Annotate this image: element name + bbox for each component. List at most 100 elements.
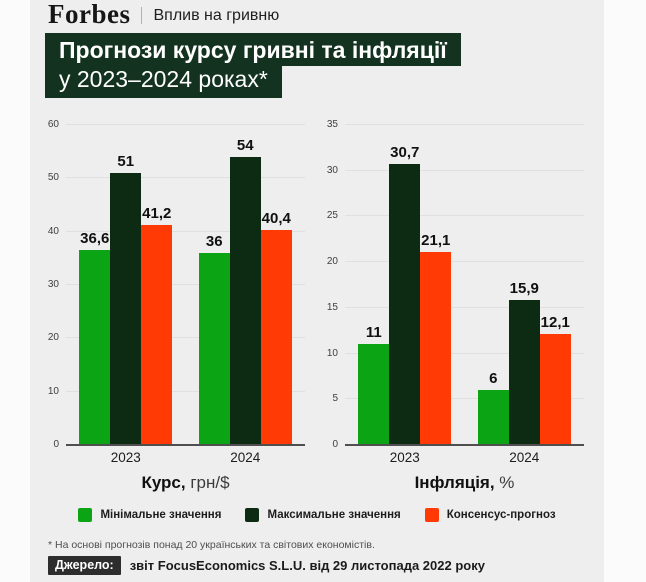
gridline (66, 337, 305, 339)
legend-swatch (78, 508, 93, 522)
chart-exchange-rate: 0 10 20 30 40 50 60 36,6 51 41,2 36 54 40,4 2023 202… (40, 120, 305, 493)
bar: 51 (110, 153, 142, 445)
infographic-card: Forbes Вплив на гривню Прогнози курсу гр… (30, 0, 604, 582)
bar-value-label: 15,9 (509, 279, 539, 297)
source-text: звіт FocusEconomics S.L.U. від 29 листоп… (129, 558, 485, 573)
y-tick-label: 10 (326, 347, 338, 359)
axis-title-bold: Інфляція, (414, 473, 495, 492)
bar: 12,1 (539, 314, 571, 445)
bar-value-label: 36,6 (80, 229, 110, 247)
bar: 6 (477, 370, 509, 445)
bar-value-label: 21,1 (421, 232, 451, 250)
chart-inflation: 0 5 10 15 20 25 30 35 11 30,7 21,1 6 15,9 12,1 2023 2… (319, 120, 584, 493)
x-category-label: 2023 (110, 450, 141, 465)
bar-value-label: 54 (236, 137, 254, 154)
x-axis-line (345, 444, 584, 446)
bar-group-2023: 36,6 51 41,2 (79, 153, 173, 445)
bar-value-label: 6 (489, 370, 498, 388)
bar: 30,7 (389, 144, 421, 445)
gridline (345, 306, 584, 308)
bar: 36 (198, 233, 230, 445)
gridline (345, 398, 584, 400)
x-axis-categories: 2023 2024 (66, 450, 305, 466)
x-category-label: 2024 (230, 450, 261, 465)
legend-swatch (424, 508, 439, 522)
masthead: Forbes Вплив на гривню (30, 0, 604, 26)
gridline (345, 215, 584, 217)
bar: 21,1 (420, 232, 452, 445)
bar-value-label: 41,2 (142, 205, 172, 223)
legend-label: Консенсус-прогноз (446, 509, 556, 521)
bar: 11 (358, 324, 390, 445)
bar: 41,2 (141, 205, 173, 445)
legend-item: Консенсус-прогноз (424, 508, 556, 522)
axis-title: Інфляція, % (345, 473, 584, 493)
page-title: Прогнози курсу гривні та інфляції у 2023… (45, 33, 604, 98)
bar-group-2024: 36 54 40,4 (198, 137, 292, 445)
legend-label: Максимальне значення (267, 509, 401, 521)
footnote: * На основі прогнозів понад 20 українськ… (48, 539, 375, 551)
legend-item: Мінімальне значення (78, 508, 221, 522)
gridline (66, 124, 305, 125)
forbes-logo: Forbes (48, 0, 131, 26)
bar: 40,4 (260, 210, 292, 445)
gridline (345, 169, 584, 171)
page-title-line-1: Прогнози курсу гривні та інфляції (45, 33, 461, 66)
bar-groups: 11 30,7 21,1 6 15,9 12,1 (345, 125, 584, 445)
bar-value-label: 11 (365, 324, 382, 342)
y-tick-label: 30 (326, 164, 338, 176)
source-row: Джерело: звіт FocusEconomics S.L.U. від … (48, 556, 604, 575)
x-category-label: 2024 (509, 450, 540, 465)
page-title-line-2: у 2023–2024 роках* (45, 65, 282, 98)
bar-value-label: 12,1 (540, 314, 570, 332)
charts-row: 0 10 20 30 40 50 60 36,6 51 41,2 36 54 40,4 2023 202… (30, 120, 604, 493)
axis-title-bold: Курс, (141, 473, 186, 492)
axis-title: Курс, грн/$ (66, 473, 305, 493)
masthead-section-title: Вплив на гривню (153, 7, 280, 24)
legend-item: Максимальне значення (245, 508, 401, 522)
source-badge: Джерело: (48, 556, 121, 575)
masthead-divider (141, 7, 143, 24)
y-tick-label: 20 (326, 256, 338, 268)
plot-area: 36,6 51 41,2 36 54 40,4 (66, 124, 305, 446)
bar-group-2023: 11 30,7 21,1 (358, 144, 452, 445)
x-axis-line (66, 444, 305, 446)
bar-value-label: 40,4 (261, 209, 291, 227)
y-tick-label: 30 (47, 279, 59, 290)
y-tick-label: 5 (332, 393, 338, 405)
axis-title-unit: грн/$ (185, 473, 230, 492)
x-axis-categories: 2023 2024 (345, 450, 584, 466)
y-tick-label: 25 (326, 210, 338, 222)
bar-group-2024: 6 15,9 12,1 (477, 280, 571, 445)
gridline (345, 352, 584, 354)
plot-row: 0 10 20 30 40 50 60 36,6 51 41,2 36 54 40,4 (40, 120, 305, 450)
y-tick-label: 0 (53, 439, 59, 450)
plot-row: 0 5 10 15 20 25 30 35 11 30,7 21,1 6 15,9 12,1 (319, 120, 584, 450)
axis-title-unit: % (494, 473, 515, 492)
bar: 54 (229, 137, 261, 445)
bar-value-label: 51 (117, 153, 135, 170)
gridline (66, 230, 305, 232)
y-tick-label: 35 (326, 119, 338, 130)
x-category-label: 2023 (389, 450, 420, 465)
legend-label: Мінімальне значення (100, 509, 222, 521)
legend: Мінімальне значення Максимальне значення К… (30, 508, 604, 522)
y-tick-label: 15 (326, 301, 338, 313)
bar-value-label: 30,7 (390, 144, 420, 162)
bar: 36,6 (79, 230, 111, 445)
plot-area: 11 30,7 21,1 6 15,9 12,1 (345, 124, 584, 446)
bar-groups: 36,6 51 41,2 36 54 40,4 (66, 125, 305, 445)
bar-value-label: 36 (205, 233, 223, 250)
y-tick-label: 10 (47, 385, 59, 397)
y-tick-label: 40 (47, 225, 59, 237)
gridline (66, 177, 305, 179)
y-tick-label: 50 (47, 172, 59, 184)
gridline (345, 261, 584, 263)
y-tick-label: 0 (332, 439, 338, 450)
y-axis: 0 5 10 15 20 25 30 35 (319, 120, 345, 450)
bar: 15,9 (508, 280, 540, 445)
gridline (66, 390, 305, 392)
gridline (345, 124, 584, 125)
y-axis: 0 10 20 30 40 50 60 (40, 120, 66, 450)
gridline (66, 284, 305, 285)
